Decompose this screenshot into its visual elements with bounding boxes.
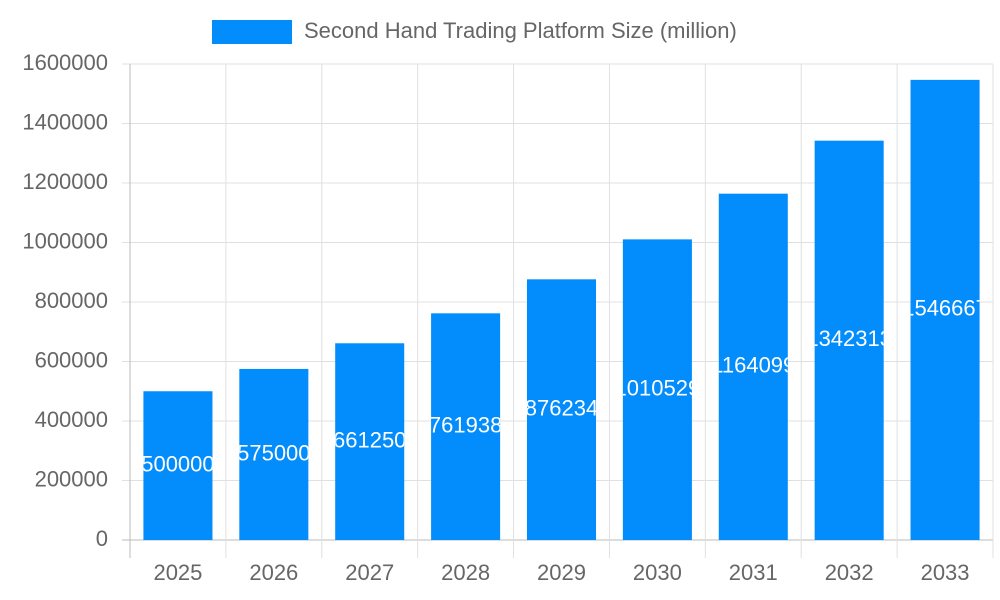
value-label: 661250 [333,427,406,452]
x-tick-label: 2031 [729,560,778,585]
value-label: 1546667 [902,296,988,321]
bar [143,391,213,540]
value-label: 1164099 [711,353,795,378]
x-tick-label: 2032 [825,560,874,585]
bar [526,279,597,540]
legend-label: Second Hand Trading Platform Size (milli… [304,18,737,43]
bar [335,343,405,540]
value-label: 761938 [429,412,502,437]
legend-swatch [212,20,292,44]
y-tick-label: 800000 [35,288,108,313]
y-tick-label: 0 [96,526,108,551]
y-tick-label: 1600000 [22,50,108,75]
value-label: 500000 [141,451,214,476]
y-tick-label: 1000000 [22,228,108,253]
x-tick-label: 2033 [921,560,970,585]
bar [718,193,788,540]
bar [622,239,692,541]
y-tick-label: 1200000 [22,169,108,194]
y-tick-label: 600000 [35,347,108,372]
y-tick-label: 1400000 [22,109,108,134]
bar [431,313,501,540]
value-label: 876234 [525,395,598,420]
bar [910,79,980,540]
x-tick-label: 2028 [441,560,490,585]
value-label: 1010529 [615,375,701,400]
x-tick-label: 2027 [345,560,394,585]
x-tick-label: 2025 [153,560,202,585]
value-label: 1342313 [806,326,892,351]
value-label: 575000 [237,440,310,465]
x-tick-label: 2026 [249,560,298,585]
bar [814,140,884,541]
y-tick-label: 400000 [35,407,108,432]
bar [239,368,309,540]
x-tick-label: 2029 [537,560,586,585]
y-tick-label: 200000 [35,466,108,491]
x-tick-label: 2030 [633,560,682,585]
